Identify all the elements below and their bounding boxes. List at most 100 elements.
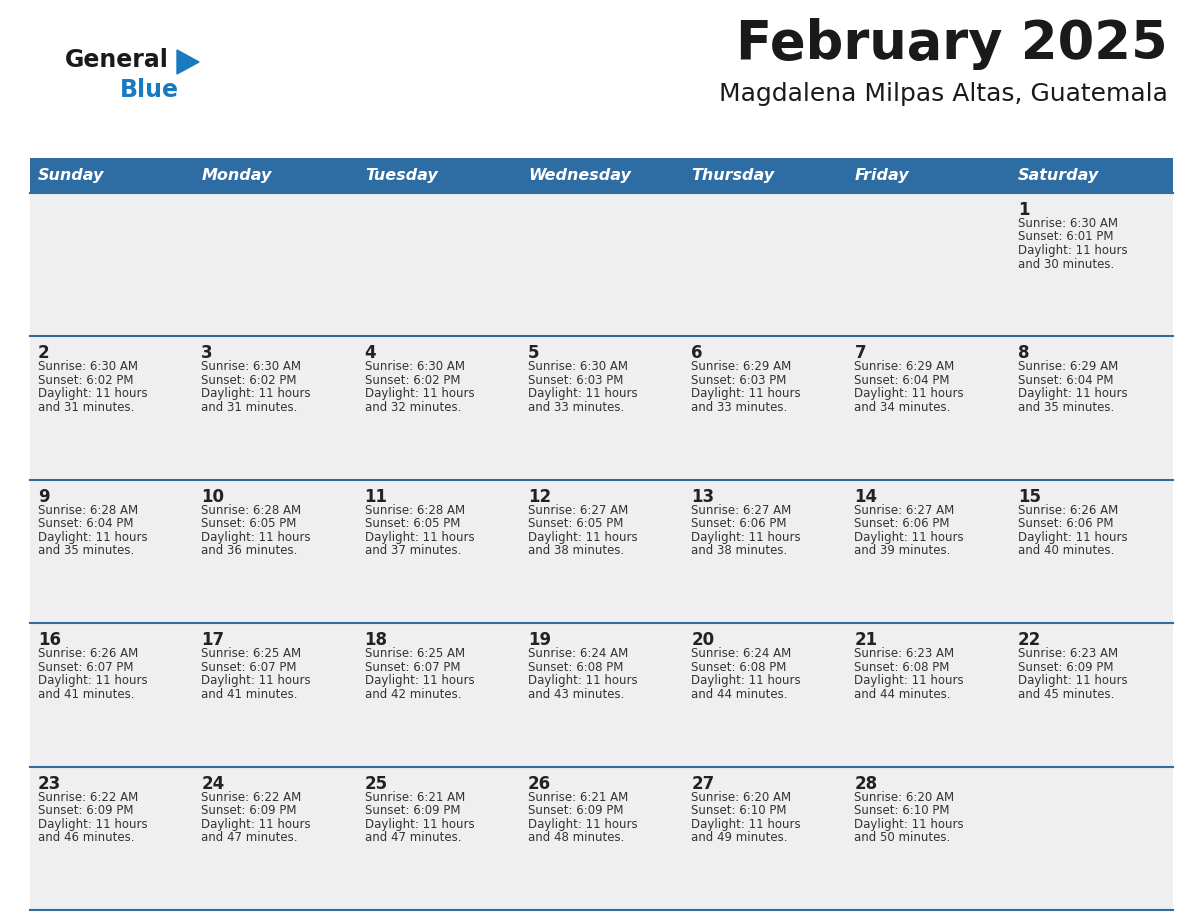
Text: and 37 minutes.: and 37 minutes. [365,544,461,557]
Text: and 44 minutes.: and 44 minutes. [854,688,950,700]
Text: Tuesday: Tuesday [365,168,437,183]
Text: and 41 minutes.: and 41 minutes. [38,688,134,700]
Text: Sunset: 6:09 PM: Sunset: 6:09 PM [201,804,297,817]
Text: and 31 minutes.: and 31 minutes. [38,401,134,414]
Text: 4: 4 [365,344,377,363]
Bar [30,480,1173,623]
Text: Daylight: 11 hours: Daylight: 11 hours [691,674,801,688]
Text: Daylight: 11 hours: Daylight: 11 hours [527,674,638,688]
Text: 19: 19 [527,632,551,649]
Text: Sunset: 6:04 PM: Sunset: 6:04 PM [1018,374,1113,386]
Text: Daylight: 11 hours: Daylight: 11 hours [527,818,638,831]
Text: 21: 21 [854,632,878,649]
Text: Sunset: 6:01 PM: Sunset: 6:01 PM [1018,230,1113,243]
Text: and 49 minutes.: and 49 minutes. [691,831,788,844]
Text: and 48 minutes.: and 48 minutes. [527,831,624,844]
Text: Sunset: 6:02 PM: Sunset: 6:02 PM [201,374,297,386]
Text: General: General [65,48,169,72]
Text: Sunset: 6:09 PM: Sunset: 6:09 PM [527,804,624,817]
Text: Sunset: 6:04 PM: Sunset: 6:04 PM [854,374,950,386]
Text: Sunrise: 6:30 AM: Sunrise: 6:30 AM [38,361,138,374]
Text: Daylight: 11 hours: Daylight: 11 hours [527,531,638,543]
Text: 8: 8 [1018,344,1029,363]
Text: Daylight: 11 hours: Daylight: 11 hours [854,818,963,831]
Text: and 35 minutes.: and 35 minutes. [1018,401,1114,414]
Text: and 47 minutes.: and 47 minutes. [365,831,461,844]
Text: Sunrise: 6:23 AM: Sunrise: 6:23 AM [854,647,954,660]
Text: and 38 minutes.: and 38 minutes. [527,544,624,557]
Text: 2: 2 [38,344,50,363]
Text: and 35 minutes.: and 35 minutes. [38,544,134,557]
Text: Sunrise: 6:26 AM: Sunrise: 6:26 AM [38,647,138,660]
Text: Daylight: 11 hours: Daylight: 11 hours [691,387,801,400]
Text: Sunset: 6:06 PM: Sunset: 6:06 PM [854,518,950,531]
Text: Sunset: 6:06 PM: Sunset: 6:06 PM [691,518,786,531]
Text: Daylight: 11 hours: Daylight: 11 hours [201,818,311,831]
Text: Daylight: 11 hours: Daylight: 11 hours [1018,387,1127,400]
Text: Sunrise: 6:27 AM: Sunrise: 6:27 AM [854,504,955,517]
Text: Daylight: 11 hours: Daylight: 11 hours [201,531,311,543]
Text: and 43 minutes.: and 43 minutes. [527,688,624,700]
Text: Sunrise: 6:24 AM: Sunrise: 6:24 AM [527,647,628,660]
Text: and 34 minutes.: and 34 minutes. [854,401,950,414]
Text: Daylight: 11 hours: Daylight: 11 hours [38,818,147,831]
Text: Saturday: Saturday [1018,168,1099,183]
Text: 28: 28 [854,775,878,792]
Text: Sunset: 6:05 PM: Sunset: 6:05 PM [201,518,297,531]
Text: Daylight: 11 hours: Daylight: 11 hours [365,818,474,831]
Text: 7: 7 [854,344,866,363]
Text: Monday: Monday [202,168,272,183]
Text: Daylight: 11 hours: Daylight: 11 hours [1018,531,1127,543]
Bar [30,767,1173,910]
Text: and 33 minutes.: and 33 minutes. [691,401,788,414]
Text: and 47 minutes.: and 47 minutes. [201,831,298,844]
Text: Daylight: 11 hours: Daylight: 11 hours [201,674,311,688]
Text: 22: 22 [1018,632,1041,649]
Text: Sunrise: 6:28 AM: Sunrise: 6:28 AM [38,504,138,517]
Text: Daylight: 11 hours: Daylight: 11 hours [365,674,474,688]
Text: 15: 15 [1018,487,1041,506]
Text: Sunset: 6:07 PM: Sunset: 6:07 PM [38,661,133,674]
Text: Sunset: 6:08 PM: Sunset: 6:08 PM [691,661,786,674]
Text: 20: 20 [691,632,714,649]
Text: Sunrise: 6:25 AM: Sunrise: 6:25 AM [365,647,465,660]
Text: and 41 minutes.: and 41 minutes. [201,688,298,700]
Text: Sunset: 6:09 PM: Sunset: 6:09 PM [365,804,460,817]
Text: Daylight: 11 hours: Daylight: 11 hours [691,531,801,543]
Text: and 31 minutes.: and 31 minutes. [201,401,298,414]
Text: and 30 minutes.: and 30 minutes. [1018,258,1114,271]
Text: Sunrise: 6:29 AM: Sunrise: 6:29 AM [691,361,791,374]
Text: 17: 17 [201,632,225,649]
Text: and 39 minutes.: and 39 minutes. [854,544,950,557]
Text: 9: 9 [38,487,50,506]
Text: Sunset: 6:09 PM: Sunset: 6:09 PM [1018,661,1113,674]
Text: 18: 18 [365,632,387,649]
Polygon shape [177,50,200,74]
Text: Sunrise: 6:29 AM: Sunrise: 6:29 AM [854,361,955,374]
Text: Daylight: 11 hours: Daylight: 11 hours [365,387,474,400]
Text: 1: 1 [1018,201,1029,219]
Text: Daylight: 11 hours: Daylight: 11 hours [691,818,801,831]
Text: Sunset: 6:08 PM: Sunset: 6:08 PM [527,661,624,674]
Text: Thursday: Thursday [691,168,775,183]
Text: Sunrise: 6:28 AM: Sunrise: 6:28 AM [365,504,465,517]
Text: and 44 minutes.: and 44 minutes. [691,688,788,700]
Text: Sunrise: 6:26 AM: Sunrise: 6:26 AM [1018,504,1118,517]
Text: Sunrise: 6:20 AM: Sunrise: 6:20 AM [691,790,791,803]
Text: Sunset: 6:02 PM: Sunset: 6:02 PM [38,374,133,386]
Text: Daylight: 11 hours: Daylight: 11 hours [38,674,147,688]
Text: 24: 24 [201,775,225,792]
Text: and 36 minutes.: and 36 minutes. [201,544,298,557]
Text: Sunset: 6:03 PM: Sunset: 6:03 PM [691,374,786,386]
Text: and 50 minutes.: and 50 minutes. [854,831,950,844]
Text: and 45 minutes.: and 45 minutes. [1018,688,1114,700]
Text: 23: 23 [38,775,62,792]
Text: and 42 minutes.: and 42 minutes. [365,688,461,700]
Text: 3: 3 [201,344,213,363]
Text: Sunset: 6:05 PM: Sunset: 6:05 PM [527,518,624,531]
Text: Sunrise: 6:29 AM: Sunrise: 6:29 AM [1018,361,1118,374]
Text: and 40 minutes.: and 40 minutes. [1018,544,1114,557]
Text: Sunrise: 6:30 AM: Sunrise: 6:30 AM [365,361,465,374]
Text: Friday: Friday [854,168,909,183]
Text: Sunset: 6:05 PM: Sunset: 6:05 PM [365,518,460,531]
